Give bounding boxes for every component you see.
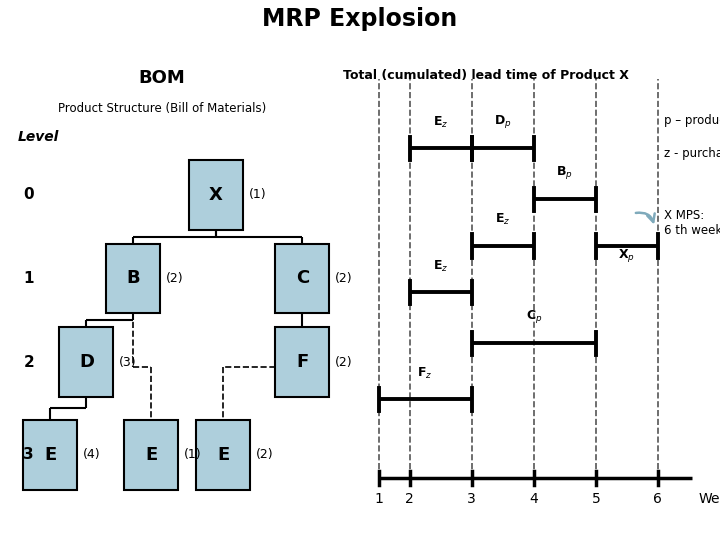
Text: B: B: [127, 269, 140, 287]
Text: 0: 0: [24, 187, 34, 202]
Text: (4): (4): [83, 448, 100, 461]
FancyBboxPatch shape: [196, 420, 251, 490]
Text: X MPS:
6 th week: X MPS: 6 th week: [664, 208, 720, 237]
Text: 4: 4: [529, 492, 538, 506]
Text: (1): (1): [184, 448, 201, 461]
Text: 3: 3: [24, 448, 34, 462]
Text: 2: 2: [405, 492, 414, 506]
Text: F$_{z}$: F$_{z}$: [418, 366, 433, 381]
Text: D: D: [79, 353, 94, 371]
Text: MRP Explosion: MRP Explosion: [262, 8, 458, 31]
Text: D$_{p}$: D$_{p}$: [494, 113, 512, 130]
Text: 2: 2: [24, 355, 34, 369]
Text: X: X: [209, 186, 223, 204]
Text: 6: 6: [654, 492, 662, 506]
Text: X$_{p}$: X$_{p}$: [618, 247, 635, 265]
Text: C$_{p}$: C$_{p}$: [526, 308, 542, 325]
Text: (1): (1): [248, 188, 266, 201]
Text: (3): (3): [119, 355, 136, 368]
Text: (2): (2): [166, 272, 183, 285]
Text: C: C: [296, 269, 309, 287]
Text: Product Structure (Bill of Materials): Product Structure (Bill of Materials): [58, 102, 266, 115]
Text: 1: 1: [374, 492, 383, 506]
FancyBboxPatch shape: [189, 160, 243, 230]
Text: Week: Week: [698, 492, 720, 506]
FancyBboxPatch shape: [60, 327, 114, 397]
FancyBboxPatch shape: [275, 327, 329, 397]
Text: E: E: [44, 446, 57, 464]
Text: E$_{z}$: E$_{z}$: [495, 212, 510, 227]
Text: 3: 3: [467, 492, 476, 506]
FancyBboxPatch shape: [23, 420, 78, 490]
Text: (2): (2): [335, 355, 352, 368]
Text: 1: 1: [24, 271, 34, 286]
Text: F: F: [296, 353, 309, 371]
Text: E$_{z}$: E$_{z}$: [433, 114, 449, 130]
Text: E$_{z}$: E$_{z}$: [433, 259, 449, 274]
Text: (2): (2): [335, 272, 352, 285]
FancyBboxPatch shape: [125, 420, 179, 490]
Text: (2): (2): [256, 448, 273, 461]
Text: E: E: [145, 446, 158, 464]
Text: Level: Level: [18, 130, 59, 144]
Text: BOM: BOM: [139, 70, 185, 87]
Text: E: E: [217, 446, 230, 464]
Text: p – production: p – production: [664, 114, 720, 127]
FancyBboxPatch shape: [275, 244, 329, 313]
Text: B$_{p}$: B$_{p}$: [557, 164, 573, 181]
FancyBboxPatch shape: [107, 244, 160, 313]
Text: Total (cumulated) lead time of Product X: Total (cumulated) lead time of Product X: [343, 70, 629, 83]
Text: z - purchasing: z - purchasing: [664, 146, 720, 159]
Text: 5: 5: [592, 492, 600, 506]
FancyArrowPatch shape: [636, 213, 654, 222]
